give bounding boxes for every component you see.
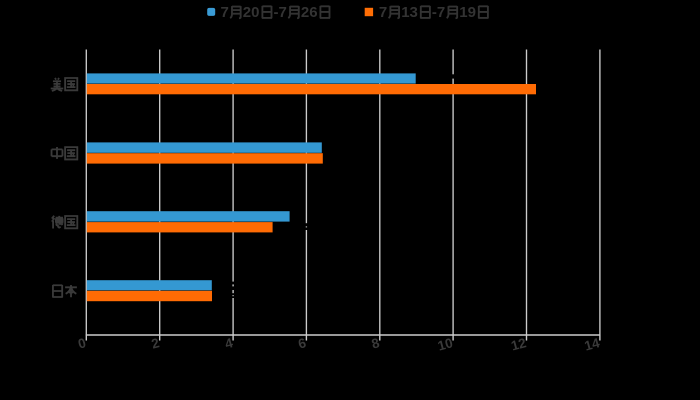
svg-text:2: 2 [150, 335, 161, 351]
svg-text:10: 10 [436, 335, 454, 353]
svg-text:7: 7 [221, 4, 229, 21]
svg-text:12: 12 [509, 335, 527, 353]
svg-text:13: 13 [401, 4, 418, 21]
svg-text:20: 20 [243, 4, 260, 21]
svg-text:0: 0 [76, 335, 87, 351]
svg-text:-7: -7 [274, 4, 287, 21]
svg-text:6: 6 [297, 335, 309, 352]
svg-text:-7: -7 [432, 4, 445, 21]
svg-text:19: 19 [459, 4, 476, 21]
svg-text:26: 26 [301, 4, 318, 21]
svg-text:14: 14 [583, 335, 602, 354]
svg-text:7: 7 [379, 4, 387, 21]
svg-text:8: 8 [370, 335, 382, 352]
svg-text:4: 4 [223, 335, 235, 352]
